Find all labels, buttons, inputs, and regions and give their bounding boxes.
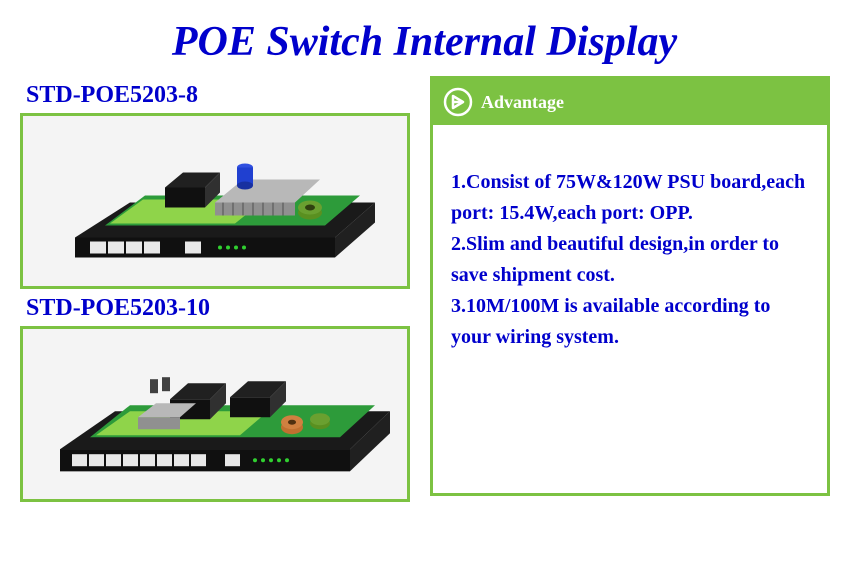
advantage-title: Advantage [481,92,564,113]
advantage-item-2: 2.Slim and beautiful design,in order to … [451,229,809,291]
content-area: STD-POE5203-8 [0,76,849,502]
advantage-item-1: 1.Consist of 75W&120W PSU board,each por… [451,167,809,229]
product-label-1: STD-POE5203-8 [26,82,410,109]
advantage-item-3: 3.10M/100M is available according to you… [451,291,809,353]
product-image-2 [20,326,410,502]
products-column: STD-POE5203-8 [20,76,410,502]
advantage-column: Advantage 1.Consist of 75W&120W PSU boar… [430,76,830,502]
advantage-body: 1.Consist of 75W&120W PSU board,each por… [433,125,827,371]
advantage-header: Advantage [433,79,827,125]
page-title: POE Switch Internal Display [0,0,849,76]
device-render-1 [35,113,395,278]
arrow-right-circle-icon [443,87,473,117]
device-render-2 [30,326,400,493]
advantage-panel: Advantage 1.Consist of 75W&120W PSU boar… [430,76,830,496]
product-label-2: STD-POE5203-10 [26,295,410,322]
product-image-1 [20,113,410,289]
